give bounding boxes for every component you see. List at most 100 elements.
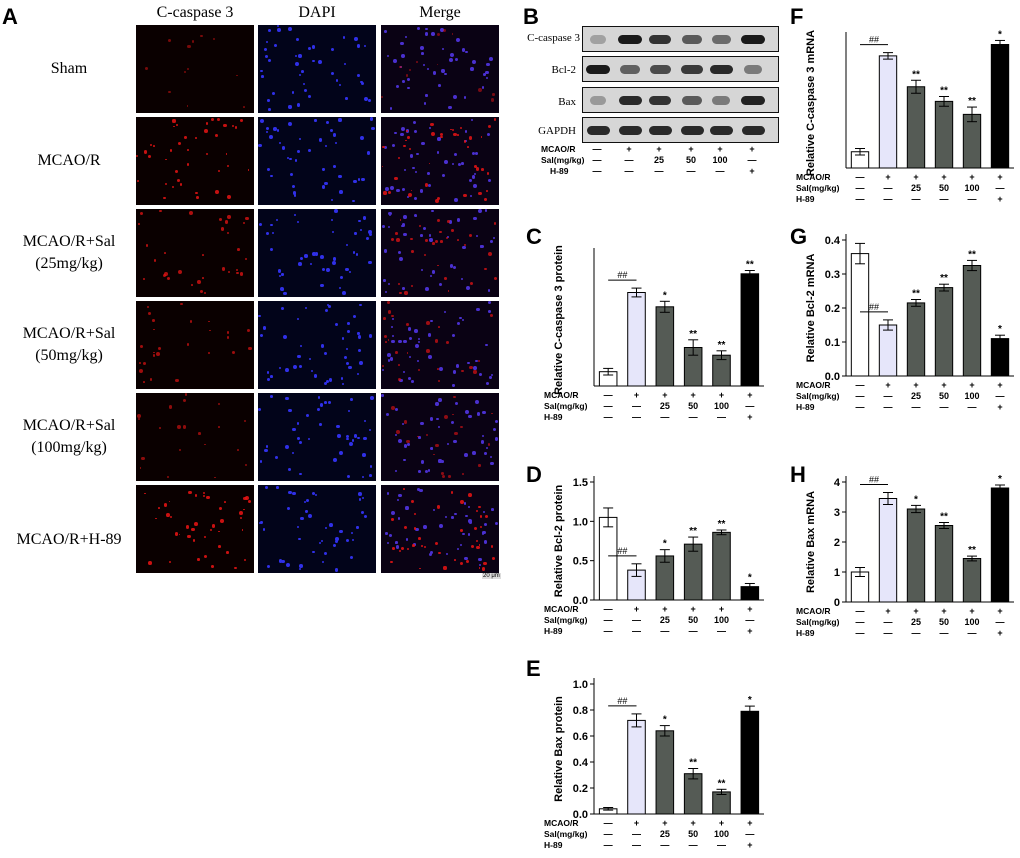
nucleus-dot (428, 333, 432, 337)
treatment-label: Sal(mg/kg) (544, 401, 588, 411)
nucleus-dot (288, 105, 292, 109)
nucleus-dot (430, 275, 433, 278)
nucleus-dot (444, 311, 447, 314)
nucleus-dot (467, 361, 470, 365)
caspase-dot (406, 323, 410, 326)
nucleus-dot (396, 498, 399, 501)
caspase-dot (243, 497, 247, 501)
caspase-dot (243, 508, 245, 511)
micrograph-merge (381, 25, 499, 113)
nucleus-dot (326, 380, 330, 383)
caspase-dot (171, 185, 175, 189)
treatment-value: — (884, 183, 893, 193)
nucleus-dot (266, 130, 269, 133)
nucleus-dot (436, 417, 439, 421)
caspase-dot (231, 124, 235, 128)
nucleus-dot (286, 506, 291, 511)
y-tick-label: 0.0 (573, 595, 588, 607)
caspase-dot (231, 351, 236, 355)
caspase-dot (175, 378, 179, 383)
caspase-dot (442, 29, 446, 33)
blot-label-bcl2: Bcl-2 (551, 64, 576, 76)
nucleus-dot (387, 492, 390, 495)
nucleus-dot (284, 445, 289, 449)
treatment-value: — (884, 628, 893, 638)
caspase-dot (433, 453, 436, 456)
caspase-dot (203, 292, 206, 295)
treatment-value: — (940, 628, 949, 638)
caspase-dot (168, 405, 173, 409)
nucleus-dot (283, 291, 287, 296)
blot-band (680, 126, 704, 135)
caspase-dot (244, 559, 247, 562)
treatment-value: — (856, 402, 865, 412)
caspase-dot (475, 509, 478, 512)
caspase-dot (459, 499, 464, 504)
nucleus-dot (396, 84, 400, 88)
nucleus-dot (471, 119, 474, 122)
nucleus-dot (397, 250, 402, 254)
nucleus-dot (414, 329, 418, 333)
bar (962, 265, 982, 377)
nucleus-dot (366, 150, 371, 155)
caspase-dot (387, 191, 391, 195)
bar (683, 543, 703, 601)
nucleus-dot (438, 282, 443, 287)
nucleus-dot (308, 47, 311, 51)
caspase-dot (144, 66, 148, 71)
nucleus-dot (465, 410, 470, 415)
nucleus-dot (357, 372, 360, 376)
nucleus-dot (438, 398, 442, 403)
significance-mark: * (748, 572, 752, 583)
treatment-value: — (856, 172, 865, 182)
micrograph-blue (258, 25, 376, 113)
treatment-value: + (747, 390, 752, 400)
nucleus-dot (299, 472, 303, 476)
treatment-value: — (632, 840, 641, 850)
nucleus-dot (461, 48, 466, 52)
caspase-dot (481, 567, 486, 572)
caspase-dot (451, 33, 454, 35)
caspase-dot (463, 243, 467, 247)
caspase-dot (220, 227, 225, 231)
nucleus-dot (486, 132, 491, 136)
nucleus-dot (456, 547, 460, 551)
nucleus-dot (401, 127, 406, 132)
treatment-value: 100 (714, 401, 729, 411)
caspase-dot (457, 238, 460, 241)
nucleus-dot (267, 377, 271, 381)
nucleus-dot (472, 450, 476, 455)
treatment-value: + (913, 380, 918, 390)
nucleus-dot (260, 521, 263, 524)
treatment-value: — (996, 183, 1005, 193)
caspase-dot (243, 221, 246, 224)
caspase-dot (226, 331, 230, 335)
treatment-value: 100 (714, 829, 729, 839)
nucleus-dot (485, 447, 488, 450)
blot-band (648, 35, 672, 44)
treatment-label: Sal(mg/kg) (796, 391, 840, 401)
blot-band (741, 126, 765, 135)
nucleus-dot (395, 433, 398, 437)
bar (627, 292, 646, 387)
caspase-dot (182, 425, 186, 429)
caspase-dot (436, 264, 439, 267)
caspase-dot (177, 424, 181, 429)
nucleus-dot (276, 485, 279, 489)
caspase-dot (440, 135, 443, 139)
nucleus-dot (369, 117, 373, 121)
treatment-value: + (941, 172, 946, 182)
nucleus-dot (361, 81, 365, 85)
caspase-dot (156, 352, 160, 356)
bar-chart-f: Relative C-caspase 3 mRNA ##*******MCAO/R… (796, 29, 1014, 204)
nucleus-dot (428, 552, 433, 557)
nucleus-dot (448, 106, 452, 110)
nucleus-dot (407, 376, 412, 381)
caspase-dot (386, 301, 390, 305)
nucleus-dot (292, 491, 297, 496)
caspase-dot (159, 209, 162, 212)
nucleus-dot (266, 167, 270, 171)
nucleus-dot (391, 143, 396, 148)
caspase-dot (398, 364, 401, 366)
treatment-value: — (689, 626, 698, 636)
